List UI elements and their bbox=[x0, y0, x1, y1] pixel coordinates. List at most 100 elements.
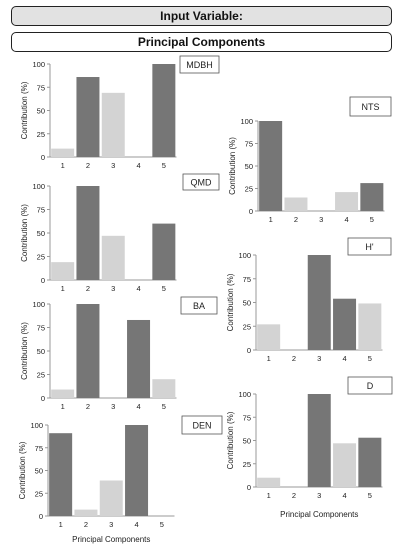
chart-title-box bbox=[349, 96, 392, 117]
y-tick-label: 25 bbox=[35, 489, 43, 498]
bar bbox=[101, 92, 125, 157]
y-tick-label: 75 bbox=[243, 413, 251, 422]
y-tick-label: 75 bbox=[35, 444, 43, 453]
x-axis-label: Principal Components bbox=[72, 535, 150, 544]
y-tick-label: 50 bbox=[35, 467, 43, 476]
x-tick-label: 2 bbox=[86, 284, 90, 293]
y-axis-label: Contribution (%) bbox=[226, 411, 235, 469]
bar bbox=[49, 433, 73, 516]
chart-title-box bbox=[347, 237, 392, 256]
y-tick-label: 25 bbox=[37, 130, 45, 139]
x-tick-label: 1 bbox=[267, 354, 271, 363]
x-tick-label: 3 bbox=[109, 520, 113, 529]
input-variable-label: Input Variable: bbox=[160, 9, 243, 23]
y-tick-label: 0 bbox=[247, 483, 251, 492]
y-tick-label: 100 bbox=[240, 117, 253, 126]
chart-panel-den: 0 25 50 75 100 Contribution (%) 1 2 3 4 5 DEN Princi… bbox=[18, 415, 223, 544]
y-tick-label: 100 bbox=[238, 390, 251, 399]
x-tick-label: 4 bbox=[136, 284, 140, 293]
y-tick-label: 0 bbox=[41, 276, 45, 285]
x-tick-label: 2 bbox=[86, 402, 90, 411]
chart-title-box bbox=[179, 55, 220, 74]
x-tick-label: 3 bbox=[319, 215, 323, 224]
bar bbox=[76, 186, 100, 280]
principal-components-header: Principal Components bbox=[11, 32, 392, 52]
y-tick-label: 0 bbox=[249, 207, 253, 216]
bar bbox=[76, 304, 100, 398]
x-tick-label: 1 bbox=[61, 161, 65, 170]
chart-panel-ba: 0 25 50 75 100 Contribution (%) 1 2 3 4 5 BA bbox=[20, 296, 218, 411]
y-tick-label: 50 bbox=[37, 347, 45, 356]
x-tick-label: 2 bbox=[294, 215, 298, 224]
y-axis-label: Contribution (%) bbox=[226, 273, 235, 331]
y-tick-label: 25 bbox=[37, 253, 45, 262]
chart-title: BA bbox=[193, 301, 205, 311]
chart-title: D bbox=[367, 381, 374, 391]
bar bbox=[307, 394, 331, 487]
bar bbox=[333, 443, 357, 487]
chart-panel-h: 0 25 50 75 100 Contribution (%) 1 2 3 4 5 H' bbox=[226, 237, 392, 363]
y-tick-label: 0 bbox=[41, 394, 45, 403]
y-tick-label: 75 bbox=[245, 140, 253, 149]
x-tick-label: 2 bbox=[292, 491, 296, 500]
bar bbox=[51, 148, 75, 157]
x-tick-label: 4 bbox=[136, 161, 140, 170]
x-tick-label: 5 bbox=[370, 215, 374, 224]
y-tick-label: 75 bbox=[37, 324, 45, 333]
y-tick-label: 75 bbox=[37, 83, 45, 92]
chart-panel-mdbh: 0 25 50 75 100 Contribution (%) 1 2 3 4 5 MDBH bbox=[20, 55, 220, 170]
chart-title-box bbox=[180, 296, 218, 315]
bar bbox=[284, 197, 308, 211]
y-axis-label: Contribution (%) bbox=[20, 81, 29, 139]
bar bbox=[127, 319, 151, 398]
chart-title: MDBH bbox=[186, 60, 213, 70]
x-tick-label: 5 bbox=[162, 284, 166, 293]
y-tick-label: 50 bbox=[243, 437, 251, 446]
y-tick-label: 50 bbox=[245, 162, 253, 171]
y-tick-label: 25 bbox=[37, 371, 45, 380]
bar bbox=[333, 298, 357, 350]
x-tick-label: 3 bbox=[111, 161, 115, 170]
y-tick-label: 75 bbox=[243, 275, 251, 284]
chart-panel-qmd: 0 25 50 75 100 Contribution (%) 1 2 3 4 5 QMD bbox=[20, 173, 220, 293]
bar bbox=[259, 121, 283, 211]
chart-title: NTS bbox=[362, 102, 380, 112]
bar bbox=[74, 509, 98, 516]
y-tick-label: 0 bbox=[39, 512, 43, 521]
chart-panel-nts: 0 25 50 75 100 Contribution (%) 1 2 3 4 5 NTS bbox=[228, 96, 392, 224]
x-tick-label: 4 bbox=[344, 215, 348, 224]
bar bbox=[360, 183, 384, 211]
bar bbox=[335, 192, 359, 211]
y-tick-label: 0 bbox=[247, 346, 251, 355]
bar bbox=[152, 64, 176, 157]
chart-panel-d: 0 25 50 75 100 Contribution (%) 1 2 3 4 5 D Principa… bbox=[226, 376, 393, 519]
x-tick-label: 1 bbox=[59, 520, 63, 529]
y-axis-label: Contribution (%) bbox=[18, 441, 27, 499]
y-tick-label: 25 bbox=[243, 460, 251, 469]
chart-title: QMD bbox=[191, 178, 212, 188]
y-tick-label: 50 bbox=[243, 299, 251, 308]
y-tick-label: 100 bbox=[32, 60, 45, 69]
bar bbox=[99, 480, 123, 516]
chart-title-box bbox=[347, 376, 393, 395]
bar bbox=[101, 235, 125, 280]
y-tick-label: 100 bbox=[32, 300, 45, 309]
x-tick-label: 4 bbox=[342, 491, 346, 500]
x-tick-label: 5 bbox=[368, 354, 372, 363]
x-tick-label: 4 bbox=[134, 520, 138, 529]
bar bbox=[152, 223, 176, 280]
y-axis-label: Contribution (%) bbox=[20, 204, 29, 262]
x-tick-label: 2 bbox=[86, 161, 90, 170]
x-tick-label: 1 bbox=[61, 402, 65, 411]
bar bbox=[125, 425, 149, 516]
x-tick-label: 2 bbox=[292, 354, 296, 363]
bar bbox=[358, 437, 382, 487]
x-tick-label: 3 bbox=[111, 284, 115, 293]
y-tick-label: 100 bbox=[238, 251, 251, 260]
input-variable-header: Input Variable: bbox=[11, 6, 392, 26]
bar bbox=[358, 303, 382, 350]
x-axis-label: Principal Components bbox=[280, 510, 358, 519]
y-tick-label: 50 bbox=[37, 107, 45, 116]
chart-title-box bbox=[182, 173, 220, 191]
